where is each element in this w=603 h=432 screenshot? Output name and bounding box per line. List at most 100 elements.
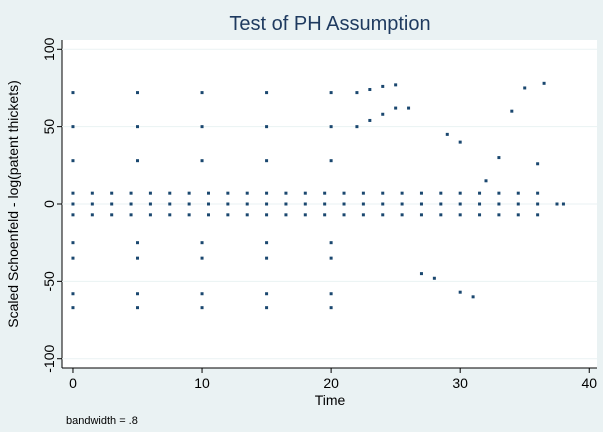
point [381, 84, 385, 88]
point [110, 202, 114, 206]
point [329, 241, 333, 245]
y-tick-label: 100 [41, 37, 57, 61]
point [284, 202, 288, 206]
point [342, 191, 346, 195]
point [419, 213, 423, 217]
point [206, 191, 210, 195]
point [245, 202, 249, 206]
point [355, 91, 359, 95]
point [136, 159, 140, 163]
point [129, 213, 133, 217]
point [136, 292, 140, 296]
point [497, 213, 501, 217]
point [342, 202, 346, 206]
point [400, 213, 404, 217]
chart-title: Test of PH Assumption [229, 13, 430, 35]
point [168, 191, 172, 195]
point [226, 202, 230, 206]
point [516, 202, 520, 206]
point [536, 191, 540, 195]
point [394, 83, 398, 87]
point [245, 213, 249, 217]
point [458, 213, 462, 217]
point [368, 118, 372, 122]
point [478, 213, 482, 217]
point [419, 202, 423, 206]
point [265, 191, 269, 195]
point [555, 202, 559, 206]
point [71, 213, 75, 217]
point [361, 213, 365, 217]
point [458, 191, 462, 195]
point [71, 159, 75, 163]
point [265, 202, 269, 206]
point [419, 272, 423, 276]
point [303, 213, 307, 217]
point [284, 213, 288, 217]
point [200, 306, 204, 310]
point [516, 213, 520, 217]
y-tick-label: -50 [41, 271, 57, 291]
point [200, 125, 204, 129]
point [148, 191, 152, 195]
point [542, 81, 546, 85]
point [136, 256, 140, 260]
point [303, 202, 307, 206]
point [516, 191, 520, 195]
point [478, 202, 482, 206]
point [329, 91, 333, 95]
point [200, 159, 204, 163]
point [368, 88, 372, 92]
point [523, 86, 527, 90]
point [361, 191, 365, 195]
point [323, 191, 327, 195]
point [265, 306, 269, 310]
point [439, 191, 443, 195]
note: bandwidth = .8 [66, 415, 138, 427]
point [510, 109, 514, 113]
point [200, 292, 204, 296]
point [329, 292, 333, 296]
point [361, 202, 365, 206]
point [323, 202, 327, 206]
point [110, 213, 114, 217]
point [71, 191, 75, 195]
point [381, 112, 385, 116]
point [71, 125, 75, 129]
y-tick-label: -100 [41, 344, 57, 372]
point [439, 213, 443, 217]
point [136, 91, 140, 95]
point [329, 306, 333, 310]
point [536, 213, 540, 217]
point [439, 202, 443, 206]
point [206, 213, 210, 217]
point [400, 191, 404, 195]
point [484, 179, 488, 183]
point [187, 191, 191, 195]
point [129, 202, 133, 206]
y-tick-label: 0 [41, 200, 57, 208]
point [471, 295, 475, 299]
point [342, 213, 346, 217]
point [71, 292, 75, 296]
point [168, 213, 172, 217]
point [303, 191, 307, 195]
y-tick-label: 50 [41, 119, 57, 135]
point [90, 213, 94, 217]
point [381, 202, 385, 206]
point [71, 306, 75, 310]
y-axis-title: Scaled Schoenfeld - log(patent thickets) [5, 80, 21, 327]
point [71, 256, 75, 260]
point [148, 202, 152, 206]
point [432, 276, 436, 280]
point [497, 202, 501, 206]
point [90, 191, 94, 195]
point [245, 191, 249, 195]
point [136, 306, 140, 310]
point [148, 213, 152, 217]
point [265, 91, 269, 95]
x-tick-label: 30 [452, 375, 468, 391]
point [445, 132, 449, 136]
point [536, 162, 540, 166]
point [458, 140, 462, 144]
